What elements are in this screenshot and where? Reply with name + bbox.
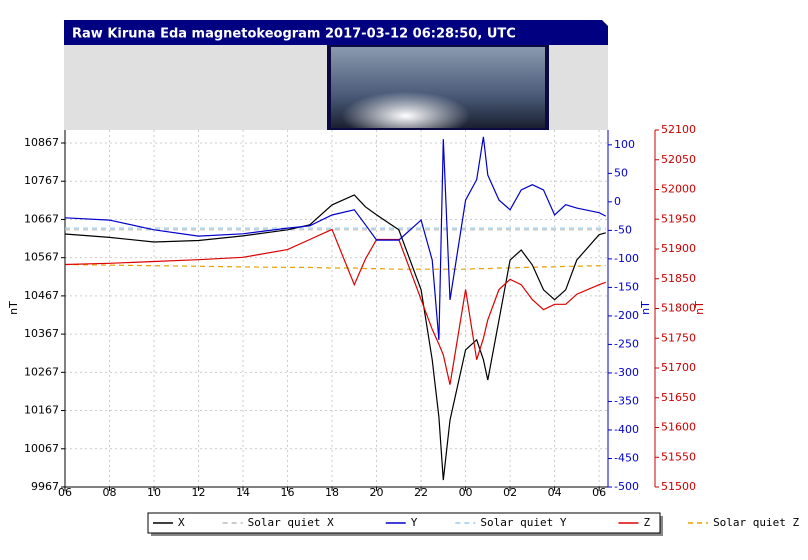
y-tick-label: 10267 bbox=[24, 365, 59, 378]
y2-tick-label: -500 bbox=[614, 480, 639, 493]
y3-tick-label: 51550 bbox=[661, 450, 696, 463]
y2-tick-label: -350 bbox=[614, 394, 639, 407]
y2-tick-label: 100 bbox=[614, 138, 635, 151]
y-tick-label: 10767 bbox=[24, 174, 59, 187]
y3-tick-label: 51800 bbox=[661, 302, 696, 315]
y-tick-label: 10567 bbox=[24, 251, 59, 264]
keogram-glow bbox=[331, 47, 545, 128]
legend-label: Solar quiet Z bbox=[713, 516, 799, 529]
y3-tick-label: 51600 bbox=[661, 421, 696, 434]
y-tick-label: 10467 bbox=[24, 289, 59, 302]
y3-tick-label: 51500 bbox=[661, 480, 696, 493]
series-line bbox=[64, 228, 607, 385]
x-tick-label: 04 bbox=[548, 486, 562, 499]
y-tick-label: 10167 bbox=[24, 404, 59, 417]
y2-tick-label: -450 bbox=[614, 451, 639, 464]
y3-tick-label: 51650 bbox=[661, 391, 696, 404]
y-tick-label: 10067 bbox=[24, 442, 59, 455]
y3-tick-label: 51700 bbox=[661, 361, 696, 374]
x-tick-label: 14 bbox=[236, 486, 250, 499]
y2-tick-label: -100 bbox=[614, 252, 639, 265]
legend-label: Solar quiet X bbox=[248, 516, 334, 529]
x-tick-label: 02 bbox=[503, 486, 517, 499]
x-tick-label: 12 bbox=[192, 486, 206, 499]
y2-tick-label: -400 bbox=[614, 423, 639, 436]
x-tick-label: 22 bbox=[414, 486, 428, 499]
y2-tick-label: -50 bbox=[614, 223, 632, 236]
x-tick-label: 16 bbox=[281, 486, 295, 499]
title-bar bbox=[64, 20, 608, 45]
y2-tick-label: -300 bbox=[614, 366, 639, 379]
x-tick-label: 06 bbox=[58, 486, 72, 499]
y2-axis-label: nT bbox=[639, 301, 652, 315]
series-line bbox=[64, 194, 606, 481]
y3-tick-label: 51950 bbox=[661, 212, 696, 225]
y-axis-label: nT bbox=[7, 301, 20, 315]
x-tick-label: 20 bbox=[370, 486, 384, 499]
y3-tick-label: 51850 bbox=[661, 272, 696, 285]
y3-tick-label: 51750 bbox=[661, 331, 696, 344]
y2-tick-label: 50 bbox=[614, 166, 628, 179]
y3-tick-label: 51900 bbox=[661, 242, 696, 255]
y2-tick-label: -150 bbox=[614, 280, 639, 293]
legend-label: X bbox=[178, 516, 185, 529]
y2-tick-label: -200 bbox=[614, 309, 639, 322]
x-tick-label: 00 bbox=[459, 486, 473, 499]
x-tick-label: 06 bbox=[592, 486, 606, 499]
legend-label: Solar quiet Y bbox=[480, 516, 566, 529]
legend-label: Z bbox=[643, 516, 650, 529]
x-tick-label: 10 bbox=[147, 486, 161, 499]
legend-label: Y bbox=[411, 516, 418, 529]
y3-axis-label: nT bbox=[693, 301, 706, 315]
chart-title: Raw Kiruna Eda magnetokeogram 2017-03-12… bbox=[72, 27, 516, 42]
y3-tick-label: 52050 bbox=[661, 153, 696, 166]
y3-tick-label: 52000 bbox=[661, 183, 696, 196]
y-tick-label: 10667 bbox=[24, 212, 59, 225]
y2-tick-label: -250 bbox=[614, 337, 639, 350]
y-tick-label: 9967 bbox=[31, 480, 59, 493]
y-tick-label: 10867 bbox=[24, 136, 59, 149]
x-tick-label: 08 bbox=[103, 486, 117, 499]
legend: X Solar quiet X Y Solar quiet Y Z Solar quiet… bbox=[147, 512, 800, 536]
y2-tick-label: 0 bbox=[614, 195, 621, 208]
series-line bbox=[64, 136, 607, 340]
y3-tick-label: 52100 bbox=[661, 123, 696, 136]
y-tick-label: 10367 bbox=[24, 327, 59, 340]
x-tick-label: 18 bbox=[325, 486, 339, 499]
plot-area bbox=[65, 130, 608, 487]
series-line bbox=[64, 263, 606, 270]
